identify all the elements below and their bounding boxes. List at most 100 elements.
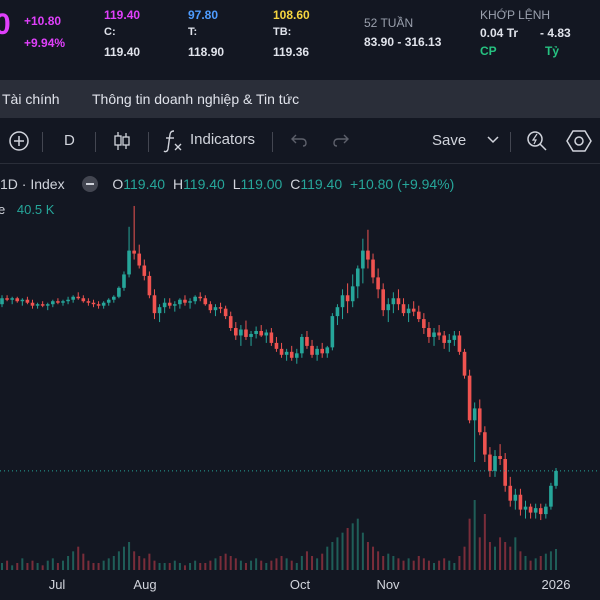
indicators-button[interactable]: Indicators (190, 131, 256, 148)
volume-bar (189, 563, 192, 570)
legend-high: 119.40 (183, 176, 225, 192)
candle-body (371, 259, 375, 278)
candle-body (86, 301, 91, 303)
legend-open: 119.40 (123, 176, 166, 192)
volume-bar (260, 560, 263, 570)
volume-bar (1, 563, 3, 570)
legend-low-label: L (232, 176, 241, 192)
volume-bar (346, 528, 349, 570)
matched-value: - 4.83 (540, 26, 571, 40)
volume-bar (524, 556, 527, 570)
volume-bar (382, 556, 385, 570)
candle-body (340, 295, 345, 308)
chart-legend: 1D · Index O119.40 H119.40 L119.00 C119.… (0, 176, 454, 192)
settings-icon[interactable] (566, 129, 592, 153)
candle-body (401, 304, 406, 314)
collapse-legend-icon[interactable] (82, 176, 99, 192)
volume-bar (448, 560, 451, 570)
volume-bar (529, 560, 532, 570)
candlestick-icon[interactable] (112, 130, 132, 152)
candle-body (269, 332, 274, 343)
candle-body (300, 336, 304, 354)
candle-body (396, 298, 401, 305)
quick-search-icon[interactable] (524, 128, 550, 154)
week52-label: 52 TUẦN (364, 16, 414, 30)
chart-area[interactable]: Jul Aug Oct Nov 2026 1D · Index O119.40 H119… (0, 164, 600, 600)
candle-body (127, 250, 131, 275)
candle-body (71, 296, 75, 300)
candle-body (330, 316, 335, 348)
volume-value: 40.5 K (16, 202, 55, 217)
volume-bar (427, 560, 430, 570)
candle-body (305, 336, 309, 346)
candle-body (147, 275, 152, 296)
candle-body (289, 351, 294, 358)
tab-finance[interactable]: Tài chính (2, 91, 60, 107)
floor-top: 97.80 (188, 8, 219, 22)
volume-bar (168, 563, 171, 570)
volume-bar (122, 546, 125, 570)
volume-bar (549, 551, 552, 570)
volume-legend: e 40.5 K (0, 202, 54, 217)
tab-bar: Tài chính Thông tin doanh nghiệp & Tin t… (0, 80, 600, 118)
legend-high-label: H (172, 176, 184, 192)
candle-body (122, 274, 126, 288)
volume-bar (468, 518, 471, 570)
ceiling-top: 119.40 (104, 8, 141, 22)
candle-body (528, 506, 533, 513)
volume-bar (361, 532, 364, 570)
volume-bar (178, 563, 181, 570)
last-price: 0 (0, 8, 11, 41)
candle-body (223, 308, 228, 317)
tab-company-info-news[interactable]: Thông tin doanh nghiệp & Tin tức (92, 91, 300, 107)
volume-bar (56, 563, 59, 570)
volume-bar (92, 563, 95, 570)
volume-bar (117, 551, 120, 570)
x-tick-label: 2026 (542, 577, 571, 592)
volume-bar (417, 556, 420, 570)
redo-icon[interactable] (332, 132, 350, 148)
candle-body (91, 302, 96, 305)
volume-bar (295, 563, 298, 570)
candle-body (503, 459, 507, 486)
candle-body (157, 307, 162, 314)
volume-bar (11, 565, 14, 570)
candle-body (538, 508, 543, 515)
volume-bar (26, 563, 29, 570)
legend-close: 119.40 (300, 176, 343, 192)
undo-icon[interactable] (290, 132, 308, 148)
reference-value: 119.36 (273, 45, 310, 59)
volume-bar (112, 556, 115, 570)
volume-bar (326, 546, 329, 570)
volume-bar (107, 558, 110, 570)
save-button[interactable]: Save (432, 132, 467, 149)
candle-body (361, 250, 365, 269)
volume-bar (331, 542, 334, 570)
interval-button[interactable]: D (64, 132, 75, 149)
candle-body (376, 277, 380, 290)
chevron-down-icon[interactable] (486, 135, 500, 145)
candle-body (488, 454, 492, 471)
fx-icon[interactable] (162, 128, 184, 154)
candle-body (498, 456, 502, 460)
candle-body (137, 253, 142, 266)
add-symbol-icon[interactable] (8, 130, 30, 152)
volume-bar (183, 565, 186, 570)
volume-bar (244, 563, 247, 570)
volume-bar (270, 560, 273, 570)
candle-body (35, 304, 40, 306)
candle-body (106, 299, 111, 303)
chart-toolbar: D Indicators Save (0, 118, 600, 164)
candlestick-chart[interactable]: Jul Aug Oct Nov 2026 (0, 164, 600, 600)
x-tick-label: Nov (376, 577, 400, 592)
volume-label: e (0, 202, 6, 217)
candle-body (5, 298, 9, 300)
candle-body (45, 304, 50, 306)
candle-body (452, 335, 457, 340)
volume-bar (422, 558, 425, 570)
candle-body (549, 485, 553, 507)
candle-body (432, 332, 436, 337)
candle-body (386, 304, 391, 311)
candle-body (239, 329, 243, 336)
reference-label: TB: (273, 26, 292, 38)
